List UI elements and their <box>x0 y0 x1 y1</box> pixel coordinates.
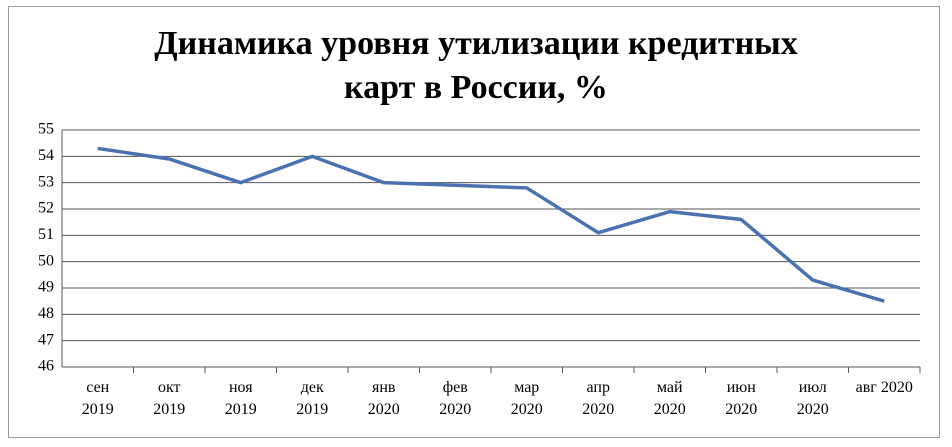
x-tick-label: дек 2019 <box>296 379 329 418</box>
x-tick-label: сен 2019 <box>81 379 114 418</box>
x-tick-label: авг 2020 <box>855 379 913 396</box>
y-tick-label: 46 <box>38 358 54 375</box>
y-tick-label: 54 <box>38 147 54 164</box>
y-tick-label: 53 <box>38 173 54 190</box>
y-tick-label: 55 <box>38 121 54 138</box>
x-tick-label: фев 2020 <box>439 379 472 418</box>
chart-frame <box>8 6 940 438</box>
y-tick-label: 50 <box>38 252 54 269</box>
x-tick-label: янв 2020 <box>367 379 400 418</box>
chart-title: Динамика уровня утилизации кредитных кар… <box>154 25 798 106</box>
y-tick-label: 48 <box>38 305 54 322</box>
x-tick-label: июл 2020 <box>796 379 829 418</box>
y-tick-label: 47 <box>38 331 54 348</box>
x-tick-label: окт 2019 <box>153 379 186 418</box>
x-tick-label: мар 2020 <box>510 379 543 418</box>
y-tick-label: 52 <box>38 200 54 217</box>
x-tick-label: июн 2020 <box>725 379 758 418</box>
x-tick-label: ноя 2019 <box>224 379 257 418</box>
y-tick-label: 51 <box>38 226 54 243</box>
x-tick-label: апр 2020 <box>582 379 615 418</box>
y-tick-label: 49 <box>38 279 54 296</box>
x-tick-label: май 2020 <box>653 379 686 418</box>
series-line <box>97 146 885 303</box>
